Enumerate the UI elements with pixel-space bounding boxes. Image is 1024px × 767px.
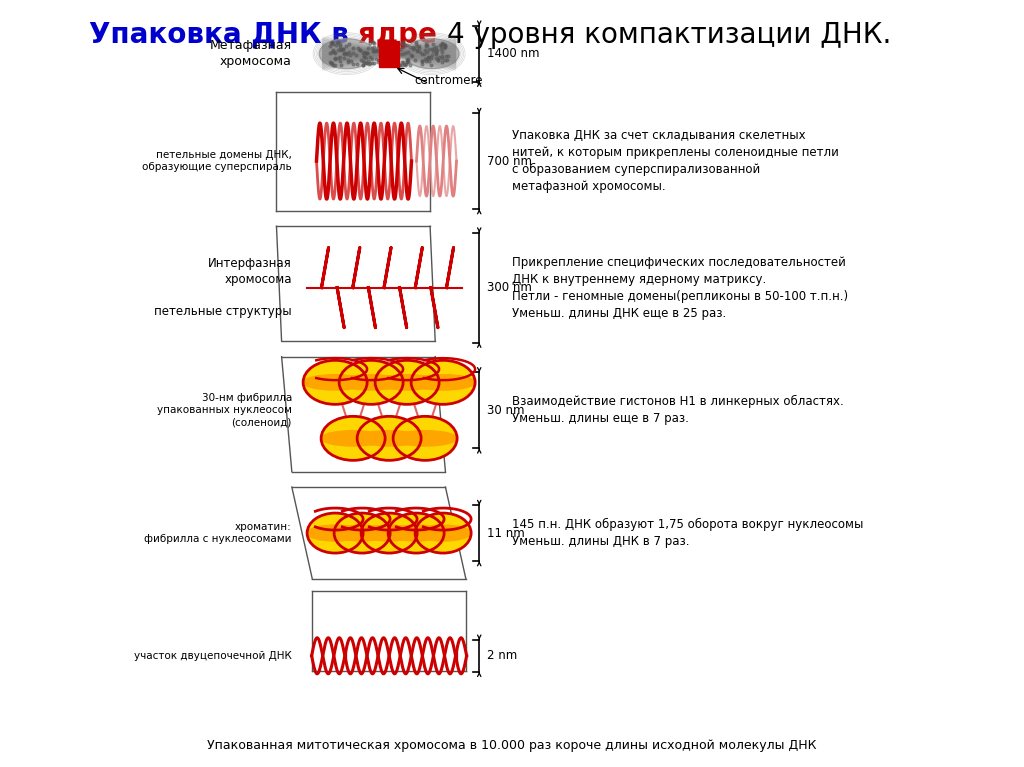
Ellipse shape — [375, 374, 439, 390]
Text: 11 nm: 11 nm — [487, 527, 525, 539]
Ellipse shape — [357, 416, 421, 460]
Text: Прикрепление специфических последовательностей
ДНК к внутреннему ядерному матрик: Прикрепление специфических последователь… — [512, 255, 848, 320]
Text: 145 п.н. ДНК образуют 1,75 оборота вокруг нуклеосомы
Уменьш. длины ДНК в 7 раз.: 145 п.н. ДНК образуют 1,75 оборота вокру… — [512, 518, 863, 548]
Ellipse shape — [393, 416, 457, 460]
Ellipse shape — [388, 525, 444, 541]
Ellipse shape — [339, 374, 403, 390]
Text: centromere: centromere — [415, 74, 483, 87]
Text: Взаимодействие гистонов H1 в линкерных областях.
Уменьш. длины еще в 7 раз.: Взаимодействие гистонов H1 в линкерных о… — [512, 395, 844, 426]
Text: 700 nm: 700 nm — [487, 155, 532, 167]
Ellipse shape — [411, 360, 475, 404]
Text: 2 nm: 2 nm — [487, 650, 517, 662]
Ellipse shape — [303, 360, 368, 404]
Text: участок двуцепочечной ДНК: участок двуцепочечной ДНК — [134, 650, 292, 661]
Text: Метафазная
хромосома: Метафазная хромосома — [210, 39, 292, 68]
Text: петельные домены ДНК,
образующие суперспираль: петельные домены ДНК, образующие суперсп… — [142, 150, 292, 173]
Ellipse shape — [322, 416, 385, 460]
Ellipse shape — [307, 525, 364, 541]
Ellipse shape — [319, 38, 374, 69]
Ellipse shape — [393, 430, 457, 446]
Ellipse shape — [415, 525, 471, 541]
Ellipse shape — [339, 360, 403, 404]
Ellipse shape — [375, 360, 439, 404]
Bar — [379, 41, 399, 67]
Ellipse shape — [415, 513, 471, 553]
Ellipse shape — [334, 525, 390, 541]
Ellipse shape — [361, 513, 417, 553]
Text: 30 nm: 30 nm — [487, 404, 524, 416]
Ellipse shape — [334, 513, 390, 553]
Text: 4 уровня компактизации ДНК.: 4 уровня компактизации ДНК. — [446, 21, 891, 49]
Ellipse shape — [303, 374, 368, 390]
Ellipse shape — [322, 430, 385, 446]
Text: Упаковка ДНК за счет складывания скелетных
нитей, к которым прикреплены соленоид: Упаковка ДНК за счет складывания скелетн… — [512, 129, 839, 193]
Ellipse shape — [361, 525, 417, 541]
Text: 300 nm: 300 nm — [487, 281, 532, 294]
Ellipse shape — [411, 374, 475, 390]
Text: 30-нм фибрилла
упакованных нуклеосом
(соленоид): 30-нм фибрилла упакованных нуклеосом (со… — [157, 393, 292, 428]
Ellipse shape — [404, 38, 459, 69]
Text: Упакованная митотическая хромосома в 10.000 раз короче длины исходной молекулы Д: Упакованная митотическая хромосома в 10.… — [207, 739, 817, 752]
Text: Упаковка ДНК в: Упаковка ДНК в — [89, 21, 358, 49]
Text: хроматин:
фибрилла с нуклеосомами: хроматин: фибрилла с нуклеосомами — [144, 522, 292, 545]
Ellipse shape — [307, 513, 364, 553]
Text: Интерфазная
хромосома

петельные структуры: Интерфазная хромосома петельные структур… — [155, 257, 292, 318]
Text: ядре: ядре — [358, 21, 446, 49]
Ellipse shape — [388, 513, 444, 553]
Text: 1400 nm: 1400 nm — [487, 48, 540, 60]
Ellipse shape — [357, 430, 421, 446]
